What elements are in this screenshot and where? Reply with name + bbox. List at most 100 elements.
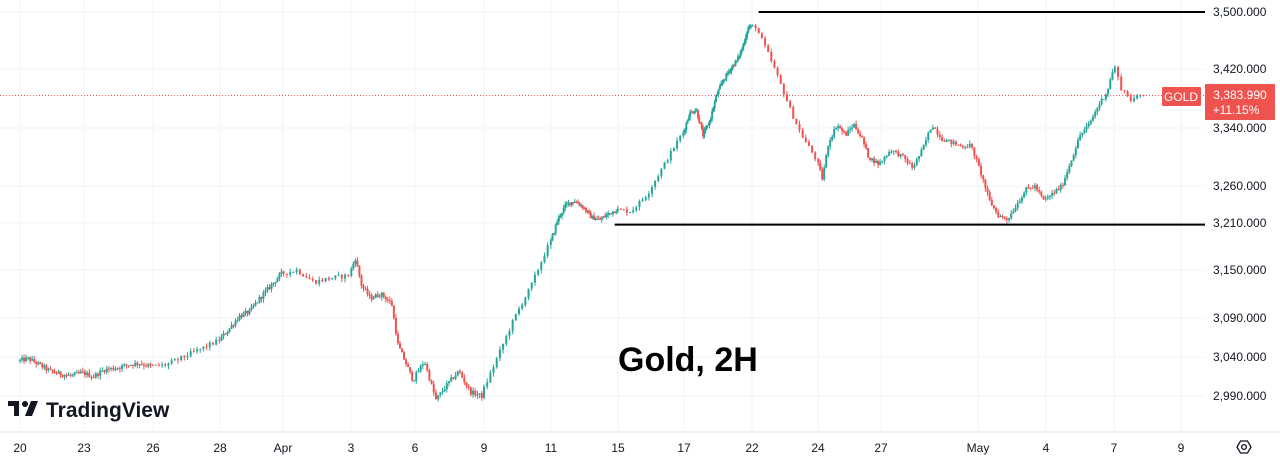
candle-body [687, 117, 690, 121]
candle-body [821, 169, 824, 180]
candle-body [448, 381, 451, 384]
candle-body [352, 263, 355, 269]
candle-body [897, 151, 900, 157]
candle-body [1087, 123, 1090, 127]
candle-body [260, 296, 263, 299]
candle-body [1070, 160, 1073, 166]
candle-body [1123, 90, 1126, 92]
candle-body [147, 364, 150, 367]
x-tick-label: 4 [1043, 441, 1050, 455]
candle-body [754, 25, 757, 29]
candle-body [1005, 218, 1008, 220]
candle-body [246, 311, 249, 314]
candle-body [1092, 116, 1095, 121]
candle-body [419, 365, 422, 372]
candle-body [690, 111, 693, 113]
candle-body [116, 368, 119, 370]
candle-body [350, 268, 353, 276]
candle-body [580, 205, 583, 207]
candle-body [282, 271, 285, 274]
y-tick-label: 2,990.000 [1213, 389, 1267, 403]
candle-body [41, 363, 44, 368]
candle-body [857, 129, 860, 134]
candle-body [226, 331, 229, 335]
candle-body [883, 156, 886, 161]
candle-body [161, 364, 164, 366]
candle-body [1076, 139, 1079, 149]
candle-body [250, 306, 253, 310]
candle-body [865, 144, 868, 149]
candle-body [478, 393, 481, 395]
candle-body [934, 127, 937, 129]
candle-body [731, 65, 734, 68]
candle-body [885, 155, 888, 157]
candle-body [901, 153, 904, 155]
tradingview-logo-text: TradingView [46, 399, 170, 422]
candle-body [1044, 198, 1047, 200]
candle-body [729, 71, 732, 73]
candle-body [21, 357, 24, 360]
candle-body [792, 107, 795, 119]
candle-body [740, 49, 743, 52]
candle-body [554, 224, 557, 234]
candle-body [69, 374, 72, 376]
candle-body [105, 368, 108, 372]
x-tick-label: 24 [811, 441, 825, 455]
candle-body [123, 364, 126, 366]
candle-body [136, 362, 139, 365]
candle-body [29, 357, 32, 361]
candle-body [256, 302, 259, 304]
candle-body [607, 213, 610, 215]
candle-body [823, 167, 826, 180]
candle-body [726, 73, 729, 75]
candle-body [486, 382, 489, 387]
candle-body [807, 141, 810, 146]
candle-body [88, 372, 91, 378]
candle-body [469, 387, 472, 395]
candle-body [437, 395, 440, 400]
candle-body [1074, 148, 1077, 156]
candle-body [1117, 67, 1120, 77]
candle-body [360, 275, 363, 286]
candle-body [405, 359, 408, 365]
settings-icon[interactable] [1236, 440, 1252, 454]
candle-body [1104, 94, 1107, 100]
candle-body [189, 351, 192, 357]
candle-body [795, 118, 798, 125]
candle-body [890, 151, 893, 153]
candle-body [524, 297, 527, 305]
candle-body [344, 274, 347, 279]
candle-body [454, 375, 457, 379]
y-tick-label: 3,210.000 [1213, 216, 1267, 230]
candle-body [183, 355, 186, 358]
candle-body [347, 274, 350, 276]
candle-body [1129, 96, 1132, 102]
candle-body [314, 280, 317, 284]
candle-body [767, 45, 770, 52]
candle-body [913, 165, 916, 168]
candle-body [725, 73, 728, 80]
candle-body [679, 135, 682, 141]
candle-body [964, 147, 967, 149]
candle-body [1066, 172, 1069, 179]
candle-body [879, 161, 882, 165]
candle-body [576, 201, 579, 204]
candle-body [324, 277, 327, 282]
candle-body [461, 372, 464, 378]
candle-body [154, 364, 157, 366]
candle-body [1031, 187, 1034, 189]
candle-body [592, 215, 595, 220]
candle-body [270, 284, 273, 289]
x-tick-label: 17 [677, 441, 691, 455]
candle-body [995, 208, 998, 212]
candle-body [456, 371, 459, 376]
candle-body [47, 368, 50, 371]
candle-body [888, 151, 891, 156]
candle-body [698, 117, 701, 123]
candle-body [180, 355, 183, 360]
x-tick-label: 23 [77, 441, 91, 455]
candle-body [376, 294, 379, 297]
candle-body [439, 392, 442, 396]
candle-body [19, 359, 21, 361]
candle-body [666, 160, 669, 163]
